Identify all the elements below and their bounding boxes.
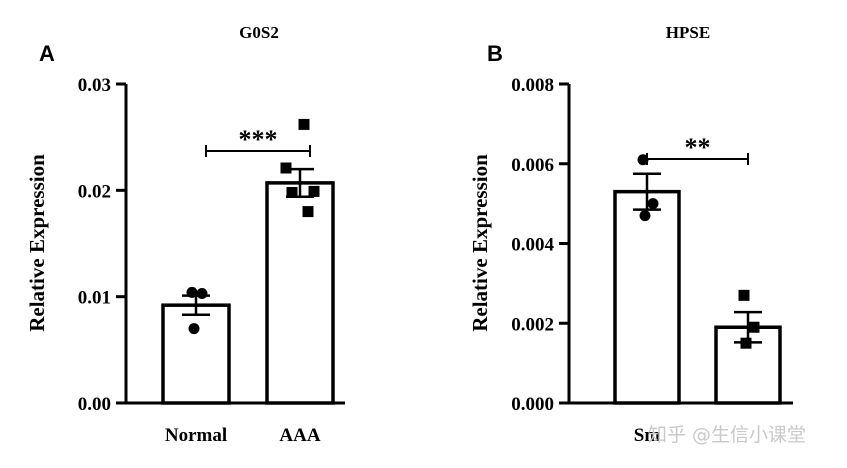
x-category-label: Sm — [634, 425, 661, 446]
bar-normal — [161, 303, 231, 405]
chart-panel-b: B HPSE Relative Expression 0.000 0.002 0.004 0… — [468, 23, 793, 446]
data-point — [280, 162, 292, 174]
y-tick-label: 0.03 — [78, 75, 111, 96]
watermark: 知乎 @生信小课堂 — [648, 424, 806, 446]
y-tick-label: 0.004 — [511, 235, 554, 256]
chart-panel-a: A G0S2 Relative Expression 0.00 0.01 0.02 0.03… — [25, 23, 345, 446]
x-category-label: Normal — [165, 425, 227, 446]
x-category-label: AAA — [279, 425, 320, 446]
data-point — [740, 337, 752, 349]
y-axis-label: Relative Expression — [25, 154, 49, 332]
bar-sm — [613, 189, 681, 405]
chart-title: HPSE — [666, 23, 710, 42]
y-axis-label: Relative Expression — [468, 154, 492, 332]
y-tick-label: 0.002 — [511, 314, 554, 335]
data-point — [186, 286, 198, 298]
panel-letter: A — [39, 41, 55, 66]
data-point — [286, 186, 298, 198]
y-tick-label: 0.006 — [511, 155, 554, 176]
y-tick-label: 0.008 — [511, 75, 554, 96]
data-point — [308, 185, 320, 197]
bar-aaa — [265, 181, 335, 405]
y-tick-label: 0.01 — [78, 288, 111, 309]
data-point — [188, 323, 200, 335]
data-point — [639, 210, 651, 222]
y-tick-label: 0.02 — [78, 181, 111, 202]
data-point — [302, 206, 314, 218]
significance-label: *** — [239, 125, 278, 154]
data-point — [298, 118, 310, 130]
chart-title: G0S2 — [239, 23, 279, 42]
y-tick-label: 0.00 — [78, 394, 111, 415]
data-point — [748, 321, 760, 333]
significance-label: ** — [685, 133, 711, 162]
data-point — [196, 287, 208, 299]
data-point — [647, 198, 659, 210]
data-point — [637, 154, 649, 166]
panel-letter: B — [487, 41, 503, 66]
y-tick-label: 0.000 — [511, 394, 554, 415]
data-point — [738, 289, 750, 301]
